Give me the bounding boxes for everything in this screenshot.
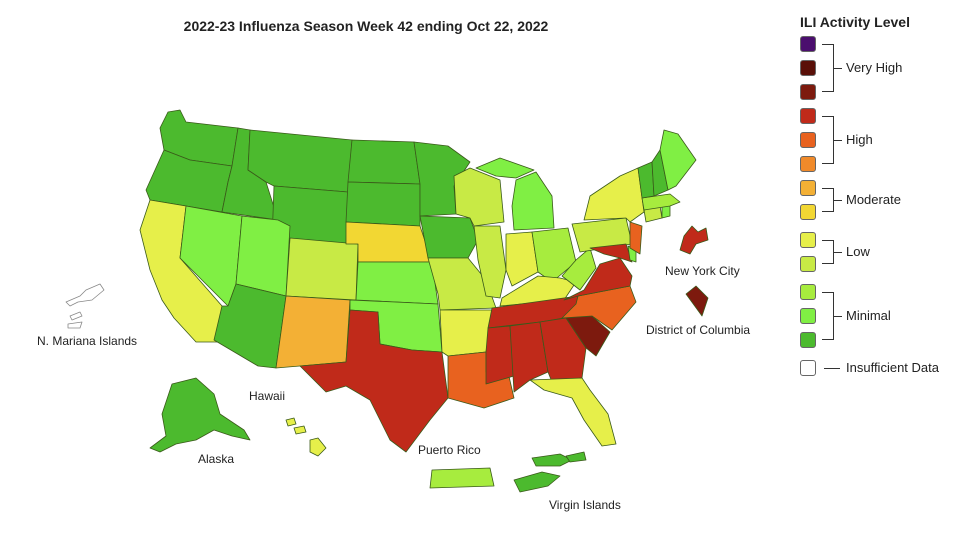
state-NM[interactable]: [275, 295, 351, 369]
legend: ILI Activity Level Very High High Modera…: [800, 14, 980, 396]
state-NJ[interactable]: [629, 221, 643, 255]
swatch-level-4: [800, 256, 816, 272]
swatch-level-2: [800, 308, 816, 324]
legend-label-high: High: [846, 132, 873, 147]
state-HI-2[interactable]: [293, 425, 307, 435]
state-PR[interactable]: [429, 467, 495, 489]
state-MD[interactable]: [589, 243, 633, 263]
state-CO[interactable]: [285, 237, 359, 301]
label-district-of-columbia: District of Columbia: [646, 323, 750, 337]
swatch-level-9: [800, 132, 816, 148]
legend-label-insufficient-data: Insufficient Data: [846, 360, 939, 375]
state-VA[interactable]: [563, 257, 633, 301]
state-HI-3[interactable]: [309, 437, 327, 457]
state-TX[interactable]: [299, 309, 449, 453]
state-IN[interactable]: [505, 231, 539, 287]
label-new-york-city: New York City: [665, 264, 740, 278]
label-puerto-rico: Puerto Rico: [418, 443, 481, 457]
label-mariana-islands: N. Mariana Islands: [37, 334, 137, 348]
label-virgin-islands: Virgin Islands: [549, 498, 621, 512]
state-IA[interactable]: [419, 215, 479, 259]
map-title: 2022-23 Influenza Season Week 42 ending …: [184, 18, 549, 34]
state-MP-1[interactable]: [65, 283, 105, 307]
state-MP-2[interactable]: [69, 311, 83, 321]
state-WI[interactable]: [453, 167, 505, 227]
state-MP-3[interactable]: [67, 321, 83, 329]
legend-label-moderate: Moderate: [846, 192, 901, 207]
state-MA[interactable]: [641, 193, 681, 211]
state-UT[interactable]: [235, 215, 291, 297]
swatch-insufficient-data: [800, 360, 816, 376]
state-VI-1[interactable]: [513, 471, 561, 493]
legend-label-very-high: Very High: [846, 60, 903, 75]
bracket-high: [822, 116, 834, 164]
state-KS[interactable]: [355, 261, 439, 305]
inset-new-york-city[interactable]: [679, 225, 709, 255]
state-AR[interactable]: [439, 309, 493, 357]
state-NC[interactable]: [561, 285, 637, 331]
legend-label-minimal: Minimal: [846, 308, 891, 323]
state-SD[interactable]: [345, 181, 421, 227]
state-VI-2[interactable]: [531, 453, 573, 467]
state-HI-1[interactable]: [285, 417, 297, 427]
swatch-level-7: [800, 180, 816, 196]
swatch-level-3: [800, 284, 816, 300]
label-alaska: Alaska: [198, 452, 234, 466]
state-MI-upper[interactable]: [475, 157, 535, 179]
state-NE[interactable]: [345, 221, 433, 263]
swatch-level-10: [800, 108, 816, 124]
legend-label-low: Low: [846, 244, 870, 259]
inset-district-of-columbia[interactable]: [685, 285, 709, 317]
state-OH[interactable]: [531, 227, 577, 283]
state-NY[interactable]: [583, 167, 645, 223]
bracket-very-high: [822, 44, 834, 92]
bracket-moderate: [822, 188, 834, 212]
swatch-level-1: [800, 332, 816, 348]
swatch-level-5: [800, 232, 816, 248]
state-IL[interactable]: [473, 225, 507, 299]
bracket-low: [822, 240, 834, 264]
swatch-level-8: [800, 156, 816, 172]
legend-title: ILI Activity Level: [800, 14, 910, 30]
state-VI-3[interactable]: [565, 451, 587, 463]
state-MS[interactable]: [485, 325, 515, 385]
state-RI[interactable]: [661, 205, 671, 219]
state-FL[interactable]: [529, 377, 617, 447]
bracket-minimal: [822, 292, 834, 340]
state-AL[interactable]: [509, 321, 549, 393]
label-hawaii: Hawaii: [249, 389, 285, 403]
legend-body: Very High High Moderate Low Minimal Insu…: [800, 36, 980, 396]
state-ND[interactable]: [347, 139, 421, 185]
state-WV[interactable]: [561, 247, 597, 291]
state-AK[interactable]: [149, 377, 251, 453]
swatch-level-6: [800, 204, 816, 220]
swatch-level-11: [800, 84, 816, 100]
state-ME[interactable]: [659, 129, 697, 191]
swatch-level-12: [800, 60, 816, 76]
swatch-level-13: [800, 36, 816, 52]
state-MI[interactable]: [511, 171, 555, 231]
